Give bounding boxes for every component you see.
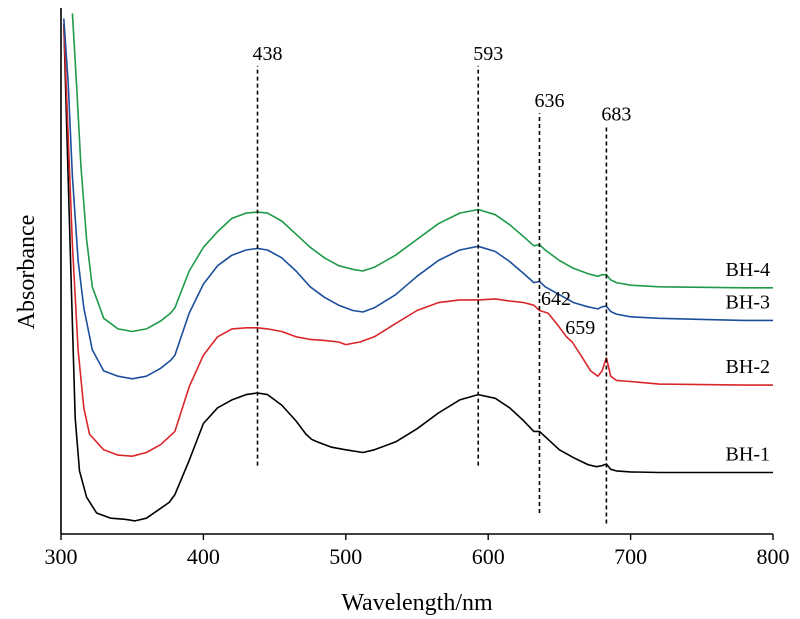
shoulder-label-659: 659 — [565, 317, 595, 339]
series-line-bh-3 — [63, 18, 773, 380]
peak-label-438: 438 — [253, 43, 283, 65]
peak-label-683: 683 — [601, 103, 631, 125]
peak-marker-labels: 438 593 636 683 — [253, 43, 632, 125]
x-axis-ticks: 300 400 500 600 700 800 — [45, 534, 790, 569]
axes — [60, 8, 773, 535]
series-label-bh-3: BH-3 — [726, 291, 770, 313]
series-labels: BH-1 BH-2 BH-3 BH-4 — [726, 259, 770, 466]
x-tick-label-700: 700 — [614, 544, 647, 569]
x-tick-label-500: 500 — [329, 544, 362, 569]
peak-marker-lines — [256, 65, 608, 524]
x-tick-label-600: 600 — [472, 544, 505, 569]
x-axis-title: Wavelength/nm — [341, 590, 493, 616]
spectrum-curves — [63, 13, 773, 522]
x-tick-label-800: 800 — [757, 544, 790, 569]
series-label-bh-2: BH-2 — [726, 356, 770, 378]
peak-label-636: 636 — [534, 90, 564, 112]
series-line-bh-1 — [63, 23, 773, 522]
x-tick-label-300: 300 — [45, 544, 78, 569]
series-line-bh-2 — [63, 23, 773, 457]
peak-label-593: 593 — [473, 43, 503, 65]
series-line-bh-4 — [71, 13, 773, 333]
shoulder-label-642: 642 — [541, 288, 571, 310]
series-label-bh-1: BH-1 — [726, 443, 770, 465]
x-tick-label-400: 400 — [187, 544, 220, 569]
series-label-bh-4: BH-4 — [726, 259, 770, 281]
y-axis-title: Absorbance — [14, 215, 40, 330]
